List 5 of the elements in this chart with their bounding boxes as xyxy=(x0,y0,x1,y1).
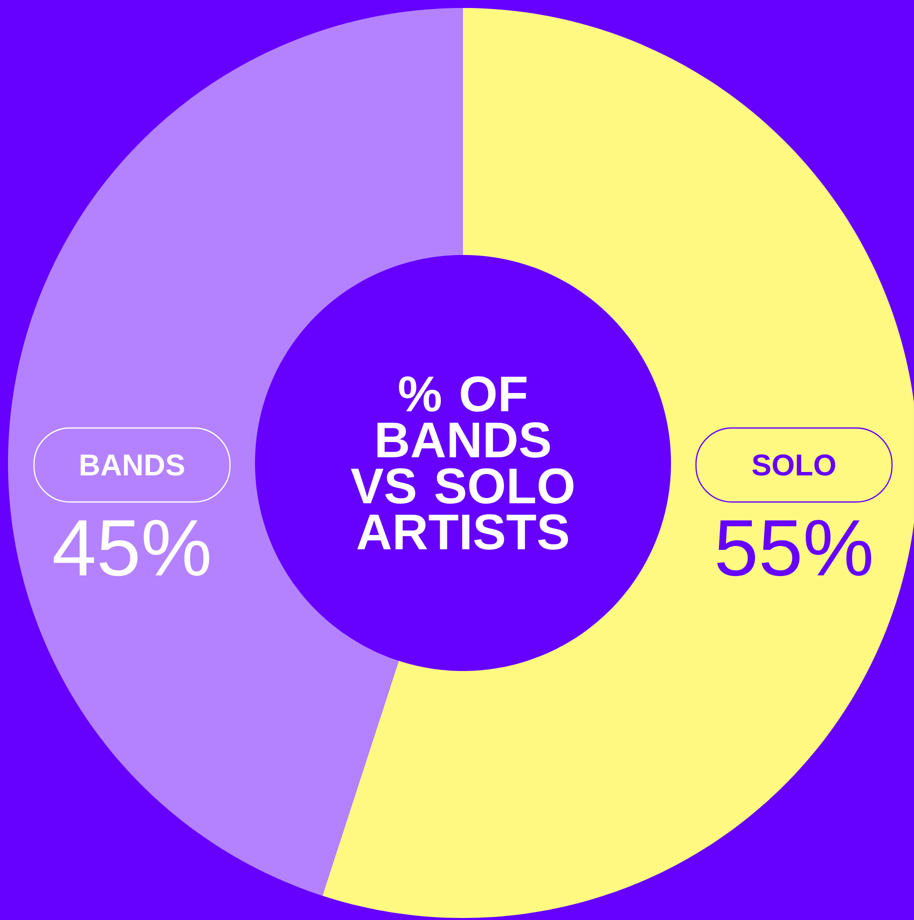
slice-label: SOLO xyxy=(752,454,836,476)
text: % OF BANDS VS SOLO ARTISTS xyxy=(350,376,574,550)
data-label: 45% xyxy=(54,520,210,576)
data-label: 55% xyxy=(717,520,872,576)
slice-label: BANDS xyxy=(80,454,184,476)
